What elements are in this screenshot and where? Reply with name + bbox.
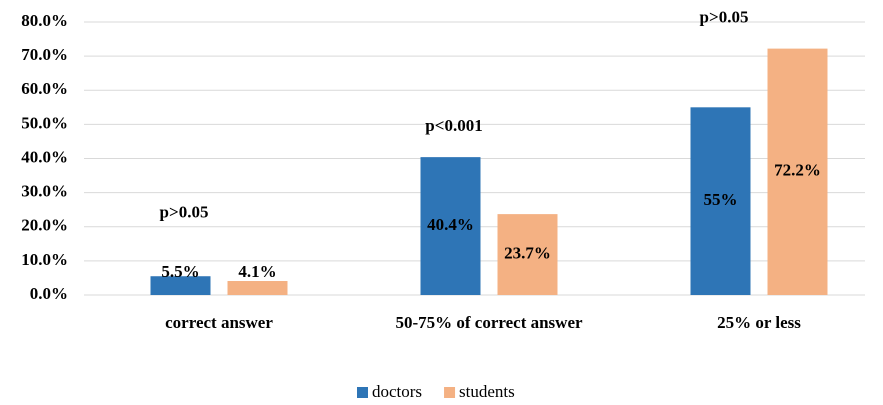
data-label: 5.5% [161,262,199,281]
x-tick-label: 25% or less [717,313,801,332]
y-tick-label: 60.0% [21,79,68,98]
legend-label: students [459,382,515,401]
data-label: 4.1% [238,262,276,281]
data-label: 23.7% [504,243,551,262]
x-tick-label: 50-75% of correct answer [395,313,583,332]
x-tick-label: correct answer [165,313,273,332]
bar [150,276,211,295]
y-tick-label: 10.0% [21,250,68,269]
legend-swatch [444,387,456,398]
annotation: p<0.001 [425,116,482,135]
legend-swatch [357,387,368,398]
y-tick-label: 70.0% [21,45,68,64]
y-tick-label: 0.0% [30,284,68,303]
annotation: p>0.05 [160,203,209,222]
data-label: 55% [704,190,738,209]
y-tick-label: 20.0% [21,216,68,235]
y-tick-label: 80.0% [21,11,68,30]
y-tick-label: 40.0% [21,147,68,166]
bar [420,157,481,295]
y-tick-label: 30.0% [21,182,68,201]
annotation: p>0.05 [700,8,749,27]
bar [690,107,751,295]
bar [497,214,558,295]
y-tick-label: 50.0% [21,113,68,132]
legend-label: doctors [372,382,422,401]
data-label: 40.4% [427,215,474,234]
data-label: 72.2% [774,161,821,180]
bar [767,48,828,296]
bar [227,281,288,295]
